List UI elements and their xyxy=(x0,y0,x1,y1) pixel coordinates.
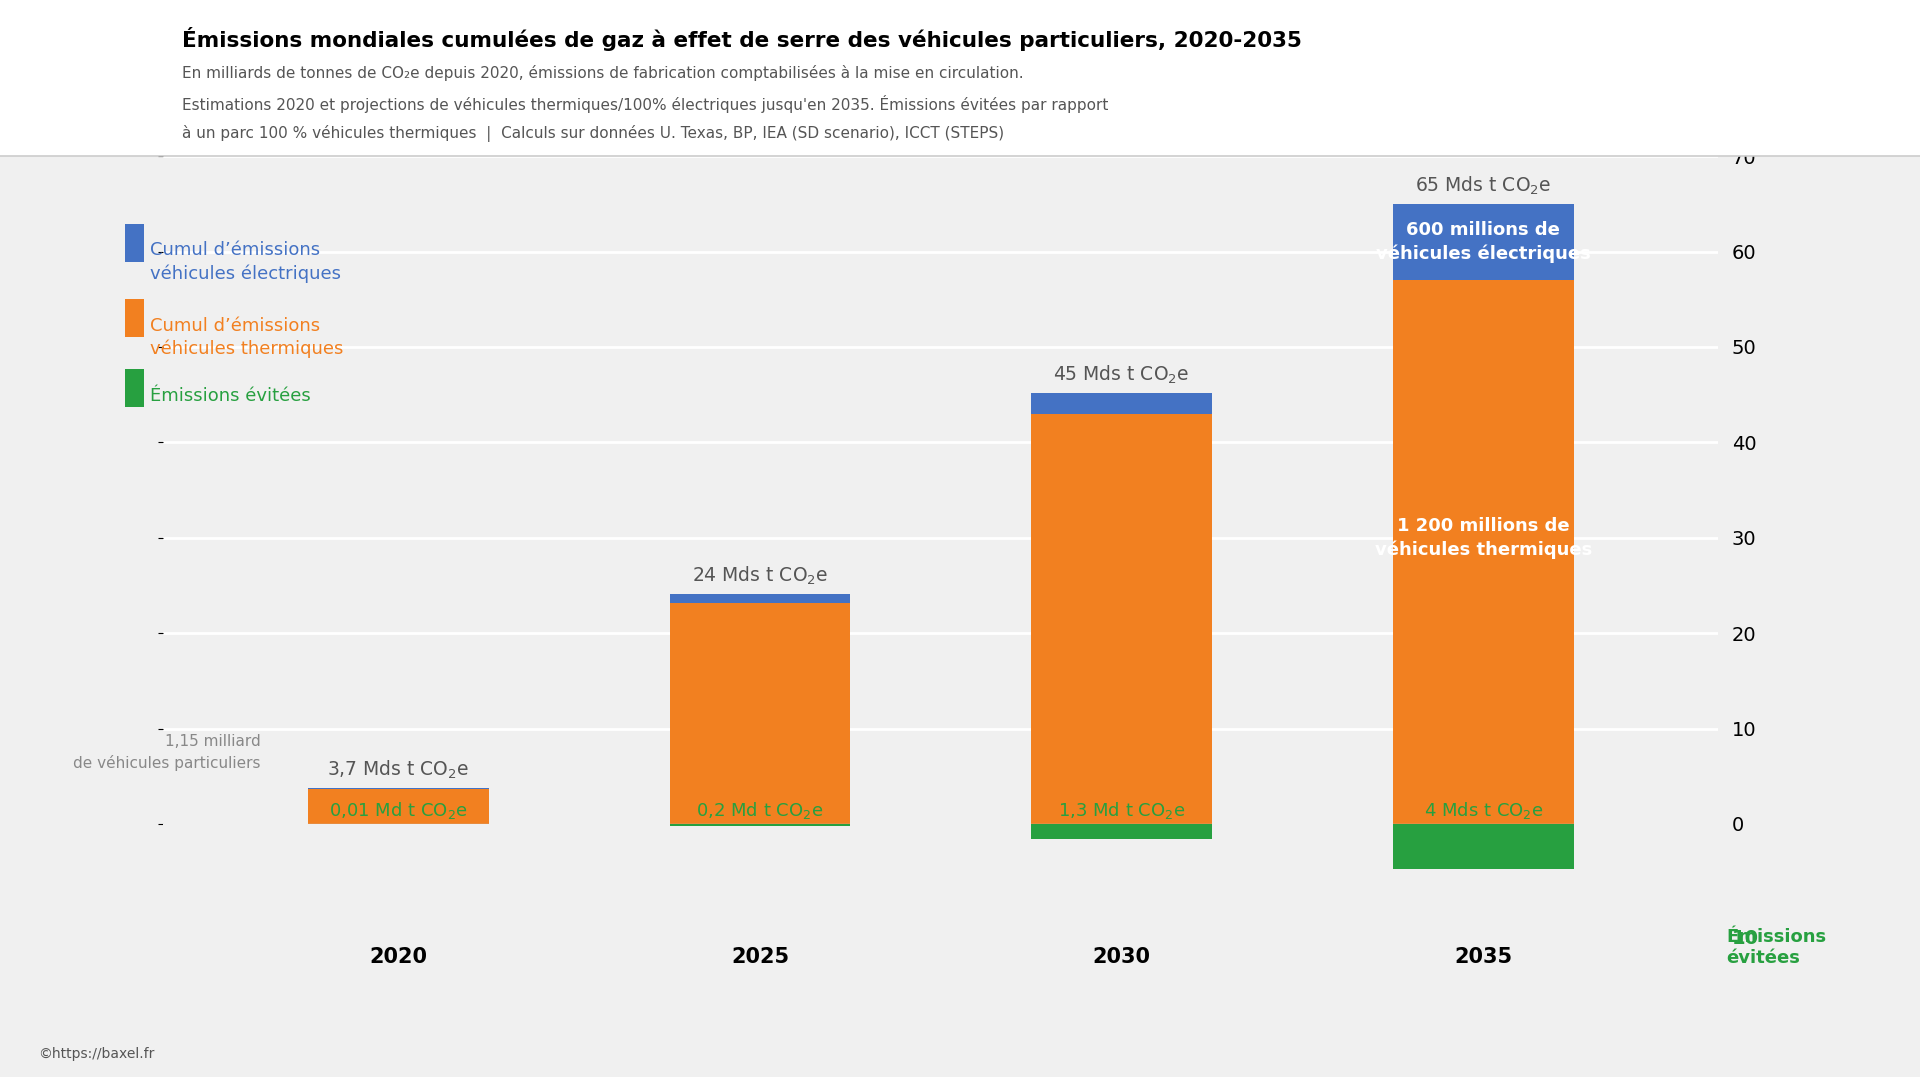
Text: à un parc 100 % véhicules thermiques  |  Calculs sur données U. Texas, BP, IEA (: à un parc 100 % véhicules thermiques | C… xyxy=(182,125,1004,142)
Text: 600 millions de
véhicules électriques: 600 millions de véhicules électriques xyxy=(1377,221,1590,263)
Bar xyxy=(1031,414,1212,824)
Text: Émissions mondiales cumulées de gaz à effet de serre des véhicules particuliers,: Émissions mondiales cumulées de gaz à ef… xyxy=(182,27,1302,51)
Text: Estimations 2020 et projections de véhicules thermiques/100% électriques jusqu'e: Estimations 2020 et projections de véhic… xyxy=(182,95,1108,113)
Text: 0,01 Md t CO$_2$e: 0,01 Md t CO$_2$e xyxy=(328,799,468,821)
Bar xyxy=(1392,204,1574,280)
Bar xyxy=(307,788,490,824)
Ellipse shape xyxy=(71,51,111,85)
Text: Cumul d’émissions
véhicules électriques: Cumul d’émissions véhicules électriques xyxy=(150,241,340,283)
Text: 24 Mds t CO$_2$e: 24 Mds t CO$_2$e xyxy=(691,565,828,587)
Text: 45 Mds t CO$_2$e: 45 Mds t CO$_2$e xyxy=(1054,364,1190,386)
Bar xyxy=(670,824,851,826)
Text: Cumul d’émissions
véhicules thermiques: Cumul d’émissions véhicules thermiques xyxy=(150,317,344,359)
Text: ©https://baxel.fr: ©https://baxel.fr xyxy=(38,1047,156,1061)
Text: En milliards de tonnes de CO₂e depuis 2020, émissions de fabrication comptabilis: En milliards de tonnes de CO₂e depuis 20… xyxy=(182,65,1023,81)
Text: 1,15 milliard
de véhicules particuliers: 1,15 milliard de véhicules particuliers xyxy=(73,735,261,770)
Text: 0,2 Md t CO$_2$e: 0,2 Md t CO$_2$e xyxy=(697,799,824,821)
Text: 4 Mds t CO$_2$e: 4 Mds t CO$_2$e xyxy=(1423,799,1544,821)
Text: 1 200 millions de
véhicules thermiques: 1 200 millions de véhicules thermiques xyxy=(1375,517,1592,559)
Bar xyxy=(1392,280,1574,824)
Text: 65 Mds t CO$_2$e: 65 Mds t CO$_2$e xyxy=(1415,174,1551,197)
Bar xyxy=(1031,393,1212,414)
Ellipse shape xyxy=(108,73,138,114)
Bar xyxy=(1031,824,1212,839)
Bar xyxy=(670,595,851,603)
Bar xyxy=(1392,824,1574,869)
Text: 3,7 Mds t CO$_2$e: 3,7 Mds t CO$_2$e xyxy=(326,759,470,781)
Text: Émissions évitées: Émissions évitées xyxy=(150,387,311,405)
Text: 1,3 Md t CO$_2$e: 1,3 Md t CO$_2$e xyxy=(1058,799,1185,821)
Circle shape xyxy=(58,31,156,125)
Text: Gt CO$_2$e: Gt CO$_2$e xyxy=(1644,128,1718,149)
Bar xyxy=(670,603,851,824)
Text: Émissions
évitées: Émissions évitées xyxy=(1726,928,1826,967)
